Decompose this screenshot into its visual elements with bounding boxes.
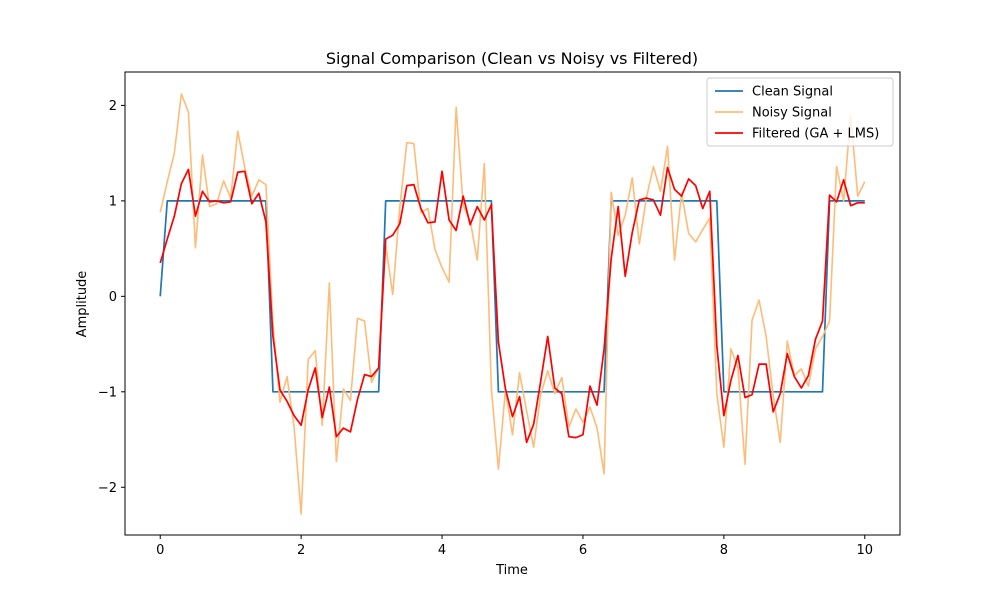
y-axis-label: Amplitude bbox=[75, 271, 90, 338]
x-tick-label: 8 bbox=[720, 543, 728, 558]
x-tick-label: 10 bbox=[856, 543, 873, 558]
y-tick-label: −2 bbox=[98, 481, 117, 496]
legend-label-2: Filtered (GA + LMS) bbox=[752, 127, 879, 142]
plot-frame bbox=[124, 71, 901, 536]
legend-label-0: Clean Signal bbox=[752, 85, 833, 100]
legend-label-1: Noisy Signal bbox=[752, 106, 832, 121]
x-axis: 0 2 4 6 8 10 bbox=[156, 535, 873, 558]
y-tick-label: 1 bbox=[109, 194, 117, 209]
x-tick-label: 4 bbox=[438, 543, 446, 558]
x-tick-label: 2 bbox=[297, 543, 305, 558]
x-tick-label: 0 bbox=[156, 543, 164, 558]
x-axis-label: Time bbox=[495, 563, 528, 578]
series-line-2 bbox=[159, 166, 865, 444]
legend-box bbox=[706, 77, 894, 147]
y-tick-label: 0 bbox=[109, 290, 117, 305]
y-axis: −2 −1 0 1 2 bbox=[98, 99, 125, 496]
legend: Clean Signal Noisy Signal Filtered (GA + L… bbox=[706, 77, 894, 147]
chart-title: Signal Comparison (Clean vs Noisy vs Fil… bbox=[326, 49, 698, 68]
y-tick-label: 2 bbox=[109, 99, 117, 114]
plot-lines bbox=[159, 93, 866, 515]
x-tick-label: 6 bbox=[579, 543, 587, 558]
y-tick-label: −1 bbox=[98, 385, 117, 400]
